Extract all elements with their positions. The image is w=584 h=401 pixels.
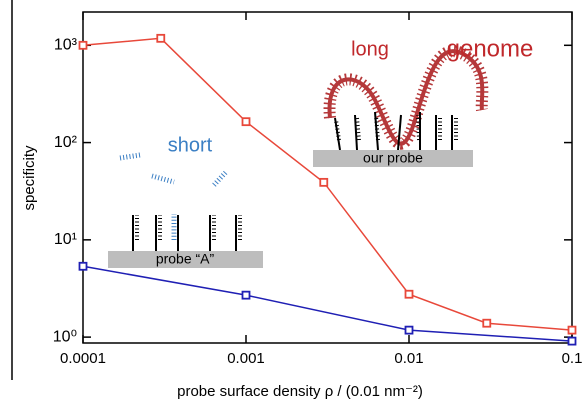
x-tick-label: 0.001 <box>227 350 265 367</box>
annotation: probe “A” <box>156 251 215 267</box>
marker <box>78 261 88 271</box>
y-tick-label: 10³ <box>54 37 78 54</box>
marker <box>78 40 88 50</box>
y-tick-label: 10² <box>54 134 78 151</box>
cartoon-our-probe <box>313 45 489 167</box>
x-tick-label: 0.1 <box>562 350 583 367</box>
marker <box>567 336 577 346</box>
marker <box>482 318 492 328</box>
annotation: long <box>351 38 389 60</box>
annotation: short <box>168 134 213 156</box>
marker <box>319 177 329 187</box>
annotation: genome <box>447 35 534 62</box>
marker <box>404 325 414 335</box>
marker <box>156 33 166 43</box>
y-tick-label: 10¹ <box>54 231 77 248</box>
y-axis-label: specificity <box>21 145 38 211</box>
series-line <box>82 265 573 342</box>
marker <box>567 325 577 335</box>
plot-frame <box>82 11 573 344</box>
x-axis-label: probe surface density ρ / (0.01 nm⁻²) <box>177 383 423 400</box>
x-tick-label: 0.01 <box>394 350 423 367</box>
cartoon-probe-a <box>108 152 263 268</box>
annotation: our probe <box>363 150 423 166</box>
x-tick-label: 0.0001 <box>60 350 106 367</box>
marker <box>404 289 414 299</box>
marker <box>241 290 251 300</box>
y-tick-label: 10⁰ <box>53 328 77 345</box>
marker <box>241 117 251 127</box>
